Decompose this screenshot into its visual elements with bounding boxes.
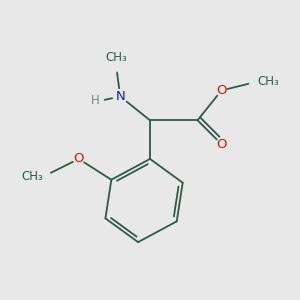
Text: O: O: [216, 138, 226, 151]
Text: CH₃: CH₃: [105, 51, 127, 64]
Text: O: O: [74, 152, 84, 165]
Text: CH₃: CH₃: [21, 170, 43, 183]
Text: O: O: [216, 84, 226, 97]
Text: CH₃: CH₃: [257, 75, 279, 88]
Text: N: N: [116, 90, 125, 103]
Text: H: H: [91, 94, 100, 107]
